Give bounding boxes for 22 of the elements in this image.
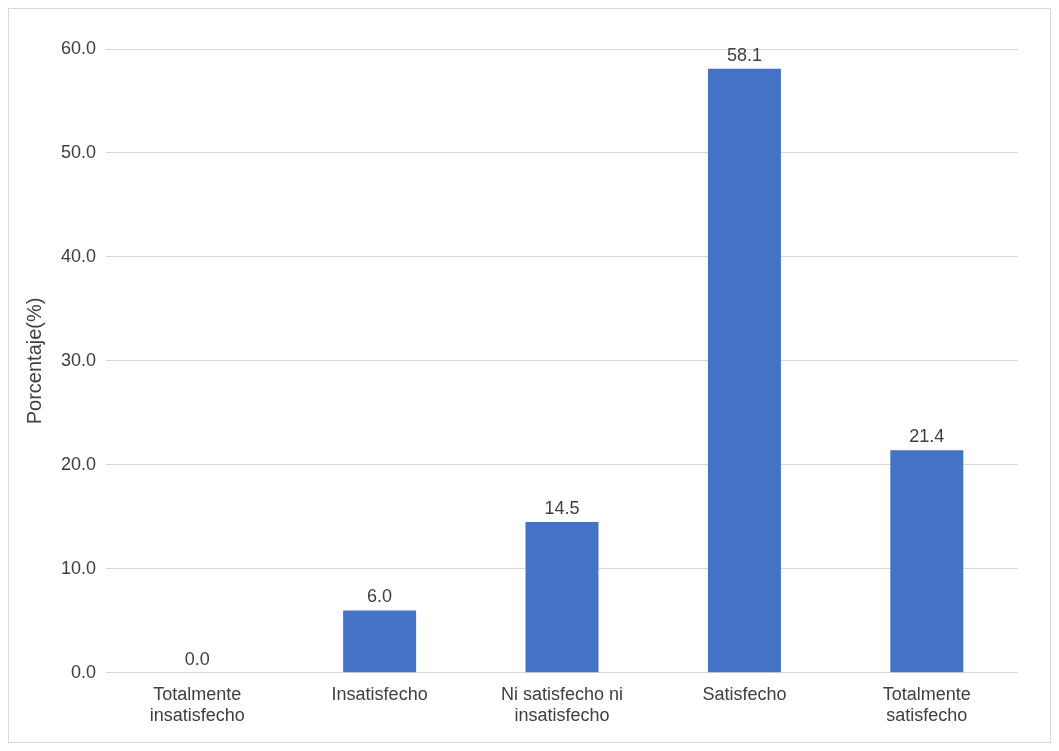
bar [707,68,781,673]
data-label: 6.0 [367,586,393,607]
bar [890,450,964,673]
x-tick-label: Satisfecho [702,683,787,704]
y-tick-label: 30.0 [60,349,97,370]
x-tick-label: Ni satisfecho ni insatisfecho [500,683,624,726]
data-label: 0.0 [184,648,210,669]
data-label: 58.1 [726,44,762,65]
bar [343,610,417,673]
bar [525,522,599,673]
x-tick-label: Insatisfecho [331,683,428,704]
y-tick-label: 50.0 [60,141,97,162]
y-tick-label: 20.0 [60,453,97,474]
x-tick-label: Totalmente insatisfecho [149,683,245,726]
x-tick-label: Totalmente satisfecho [882,683,971,726]
y-tick-label: 10.0 [60,557,97,578]
y-tick-label: 60.0 [60,37,97,58]
y-axis-title: Porcentaje(%) [22,297,45,425]
y-tick-label: 40.0 [60,245,97,266]
y-tick-label: 0.0 [71,661,97,682]
data-label: 14.5 [544,498,580,519]
data-label: 21.4 [909,426,945,447]
